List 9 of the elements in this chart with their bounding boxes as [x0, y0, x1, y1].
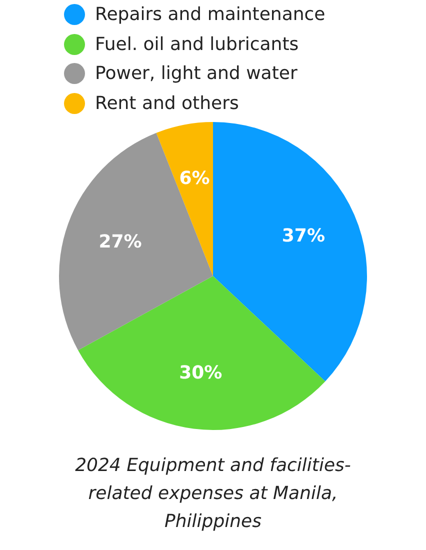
data-label: 27%: [98, 231, 142, 252]
data-label: 30%: [179, 362, 222, 384]
legend-label: Repairs and maintenance: [95, 4, 326, 26]
data-label: 6%: [179, 168, 210, 189]
legend-label: Power, light and water: [95, 63, 298, 84]
legend-label: Rent and others: [95, 92, 239, 114]
text: 2024 Equipment and facilities-related expenses at Manila, Philippines: [74, 454, 352, 534]
data-label: 37%: [282, 226, 325, 247]
legend-label: Fuel. oil and lubricants: [95, 34, 299, 55]
